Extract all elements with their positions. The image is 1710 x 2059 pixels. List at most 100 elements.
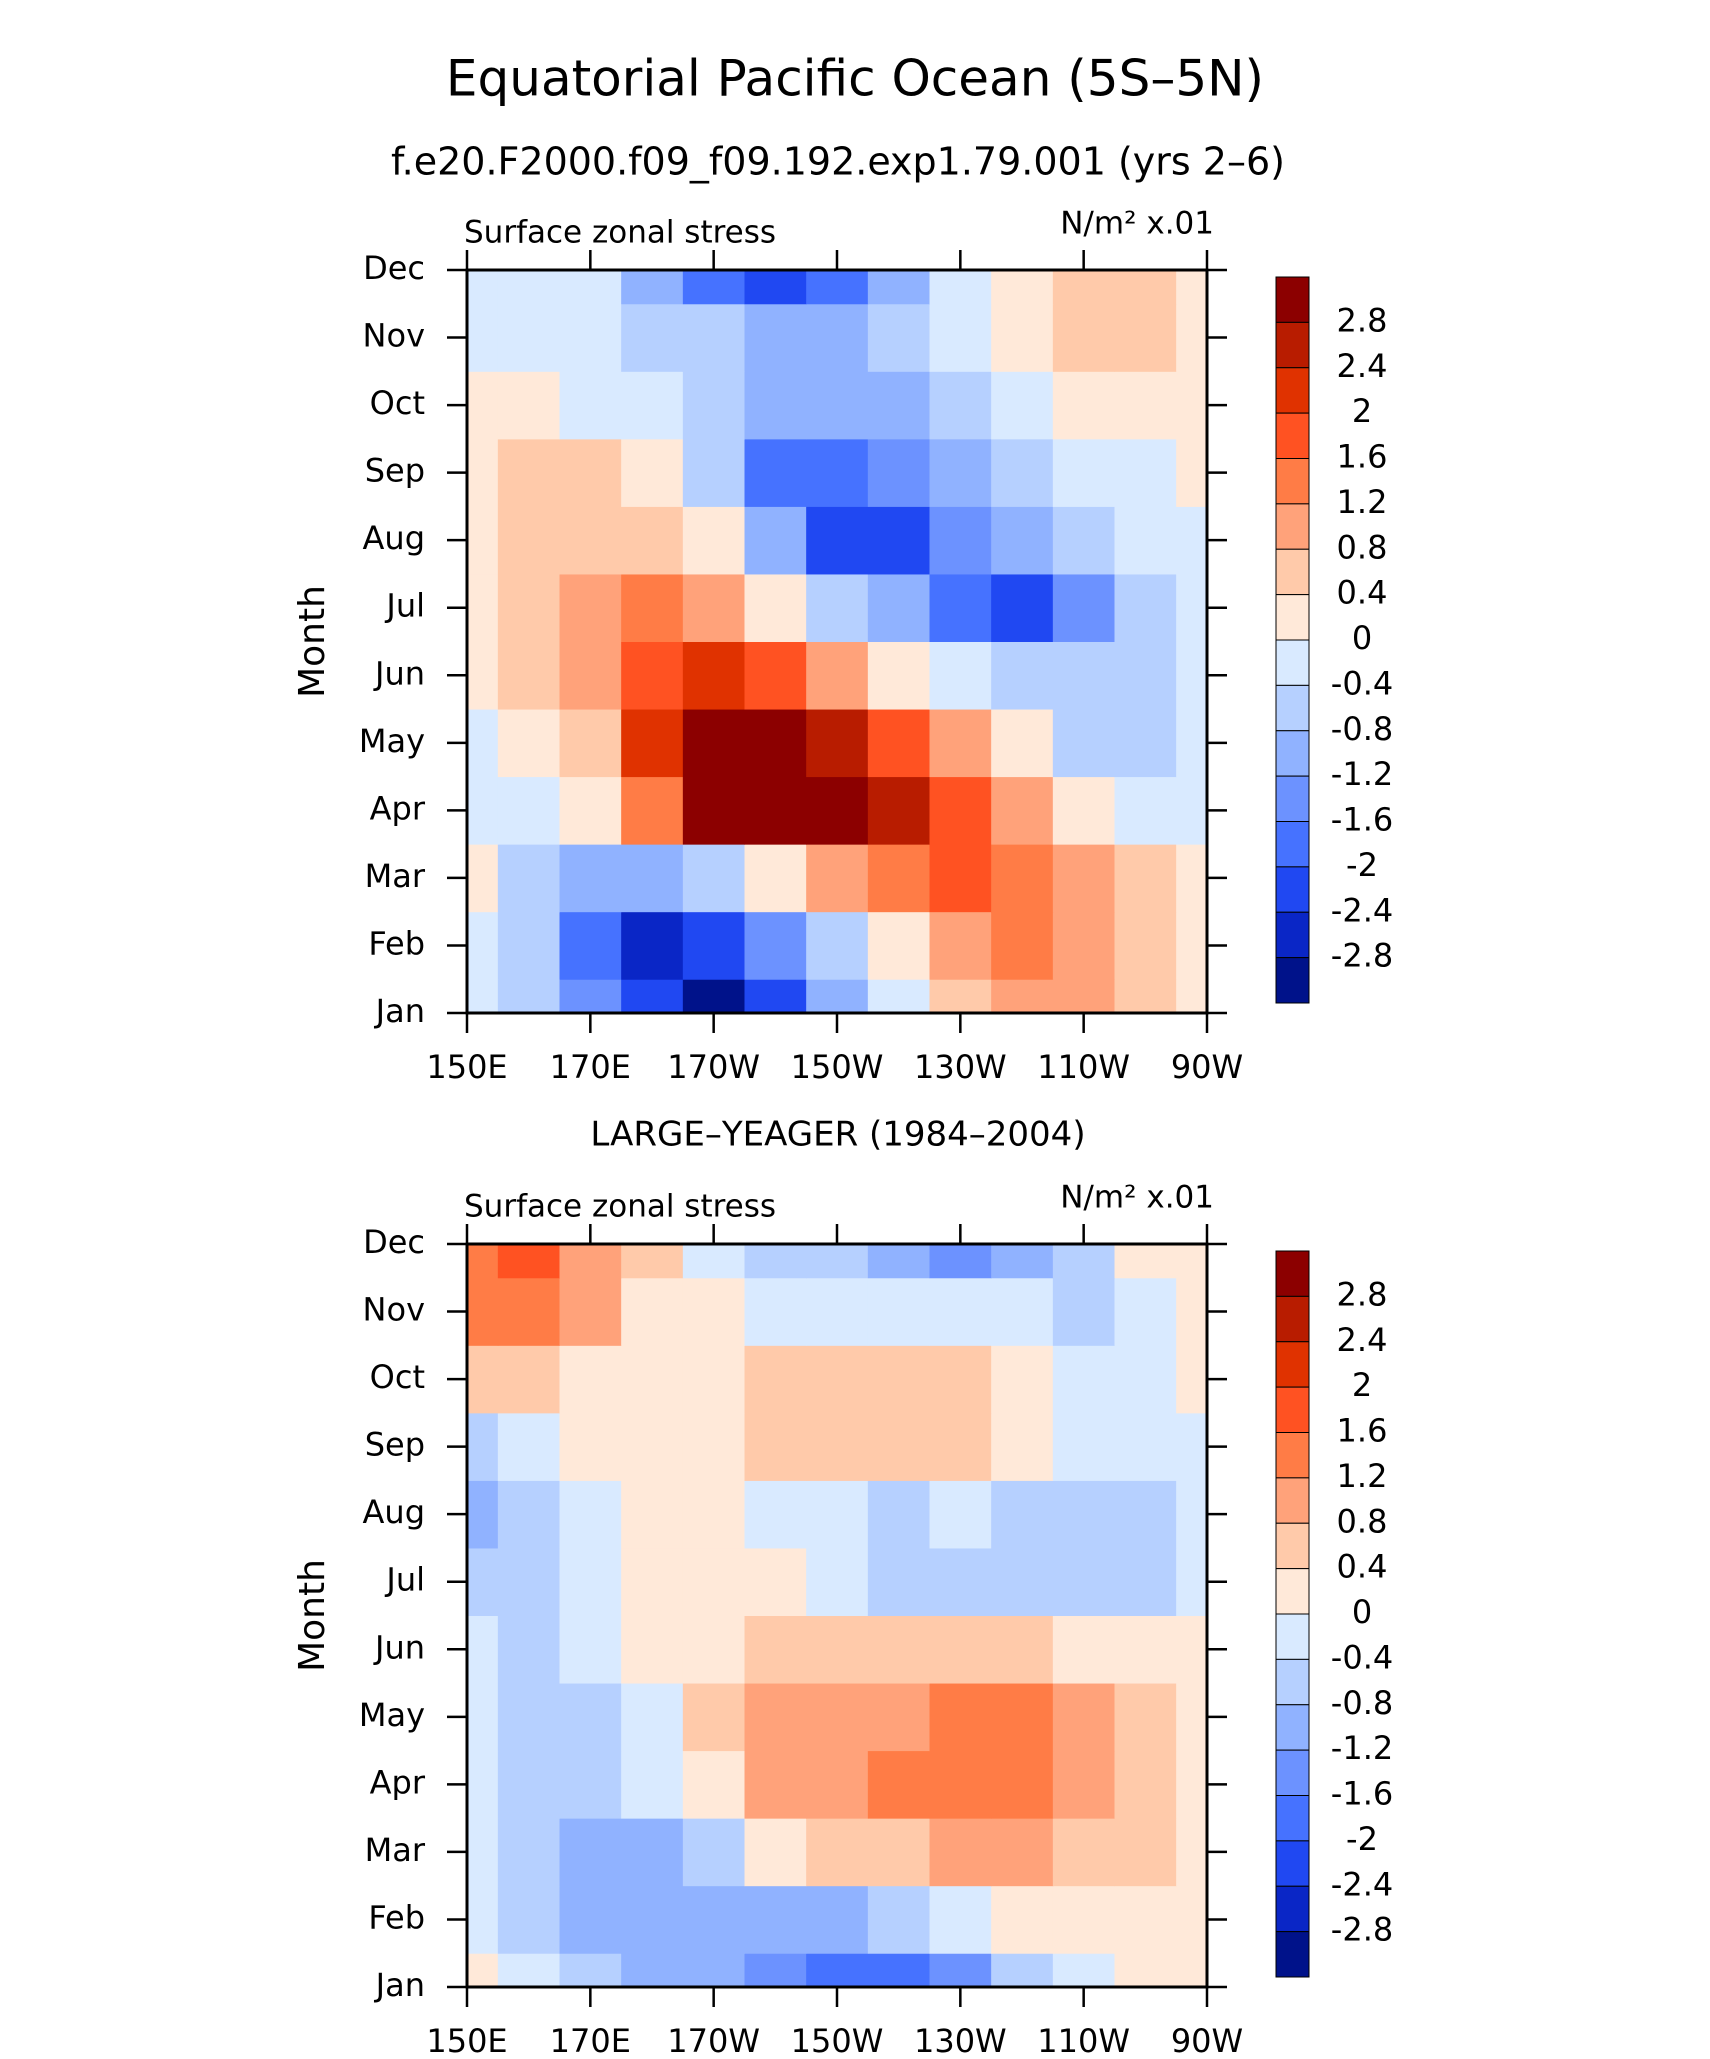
colorbar-label: -0.8 [1331,710,1393,748]
field-cell [621,709,684,778]
field-cell [1114,1345,1177,1414]
colorbar-label: 0.8 [1337,528,1388,566]
field-cell [467,1615,499,1684]
field-cell [559,641,622,710]
field-cell [1114,1818,1177,1887]
field-cell [744,844,807,913]
field-cell [806,1412,869,1481]
field-cell [621,1412,684,1481]
field-cell [1176,1345,1208,1414]
field-cell [929,1818,992,1887]
field-cell [497,573,560,642]
field-cell [497,1412,560,1481]
field-cell [991,1547,1054,1616]
field-cell [1176,709,1208,778]
field-cell [467,1547,499,1616]
field-cell [497,1277,560,1346]
colorbar-box [1275,321,1310,369]
field-cell [497,506,560,575]
colorbar-box [1275,911,1310,959]
colorbar-box [1275,684,1310,732]
field-cell [867,1683,930,1752]
colorbar-box [1275,1795,1310,1842]
field-cell [1176,1277,1208,1346]
field-cell [806,303,869,372]
x-tick-label: 170E [550,2022,631,2059]
y-tick-label: Mar [365,1831,426,1869]
field-cell [1114,1683,1177,1752]
field-cell [867,641,930,710]
field-cell [806,1480,869,1549]
colorbar-box [1275,1477,1310,1524]
field-cell [1176,1244,1208,1279]
colorbar-box [1275,367,1310,414]
field-cell [991,1818,1054,1887]
colorbar-label: 2 [1352,392,1372,430]
field-cell [929,641,992,710]
field-cell [1052,438,1115,507]
field-cell [621,1750,684,1819]
field-cell [559,911,622,980]
field-cell [1052,1412,1115,1481]
field-cell [1176,270,1208,305]
y-tick-label: Oct [370,1358,425,1396]
field-cell [497,1480,560,1549]
field-cell [1052,1683,1115,1752]
x-tick-label: 170E [550,1048,631,1086]
field-cell [929,979,992,1014]
colorbar-label: -0.8 [1331,1684,1393,1722]
colorbar-box [1275,1432,1310,1479]
field-cell [559,506,622,575]
left-label: Surface zonal stress [464,1189,776,1225]
field-cell [1052,1750,1115,1819]
field-cell [991,371,1054,440]
field-cell [621,303,684,372]
field-cell [621,1953,684,1988]
field-cell [744,1244,807,1279]
field-cell [682,844,745,913]
field-cell [929,1244,992,1279]
field-cell [559,438,622,507]
field-cell [559,1750,622,1819]
field-cell [744,1953,807,1988]
colorbar-label: 0 [1352,619,1372,657]
field-cell [497,371,560,440]
field-cell [991,270,1054,305]
y-tick-label: Apr [370,1763,426,1801]
x-tick-label: 130W [914,2022,1007,2059]
field-cell [497,844,560,913]
field-cell [991,1412,1054,1481]
field-cell [682,979,745,1014]
field-cell [929,506,992,575]
field-cell [1114,911,1177,980]
field-cell [1114,371,1177,440]
x-tick-label: 150W [791,2022,884,2059]
field-cell [1114,844,1177,913]
field-cell [682,573,745,642]
field-cell [929,573,992,642]
field-cell [744,1885,807,1954]
colorbar-box [1275,1931,1310,1978]
colorbar-label: 2.8 [1337,1275,1388,1313]
field-cell [559,1547,622,1616]
field-cell [991,1615,1054,1684]
field-cell [806,1345,869,1414]
y-tick-label: Nov [363,317,425,355]
field-cell [806,1885,869,1954]
field-cell [559,1818,622,1887]
field-cell [867,371,930,440]
field-cell [467,303,499,372]
field-cell [682,1480,745,1549]
field-cell [621,573,684,642]
field-cell [1176,1953,1208,1988]
field-cell [991,709,1054,778]
field-cell [1176,371,1208,440]
field-cell [991,1885,1054,1954]
field-cell [621,506,684,575]
field-cell [744,1277,807,1346]
field-cell [929,776,992,845]
field-cell [497,303,560,372]
colorbar-box [1275,503,1310,550]
colorbar-label: 2.4 [1337,1321,1388,1359]
